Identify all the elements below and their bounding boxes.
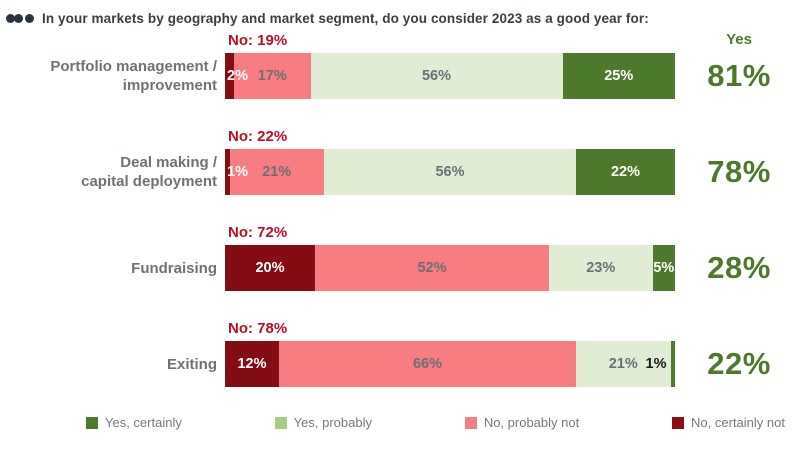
category-label: Deal making / capital deployment [81, 154, 217, 190]
bar-segment: 17% [234, 53, 311, 99]
segment-label: 5% [653, 260, 675, 276]
segment-label: 12% [237, 356, 267, 372]
chart-header: In your markets by geography and market … [0, 0, 795, 28]
no-total-label: No: 72% [228, 224, 288, 241]
stacked-bar: 1% 21% 56% 22% [225, 149, 675, 195]
yes-total-value: 81% [707, 58, 771, 93]
segment-label: 2% [227, 68, 248, 84]
stacked-bar: 12% 66% 21% 1% [225, 341, 675, 387]
category-label: Exiting [166, 355, 217, 373]
segment-label: 1% [645, 356, 667, 372]
segment-label: 56% [421, 68, 452, 84]
segment-label: 21% [608, 356, 638, 372]
no-total-label: No: 19% [228, 32, 288, 49]
yes-total-value: 28% [707, 250, 771, 285]
segment-label: 22% [610, 164, 641, 180]
legend-swatch [464, 416, 477, 429]
segment-label: 52% [417, 260, 447, 276]
segment-label: 20% [255, 260, 285, 276]
yes-total-value: 22% [707, 346, 771, 381]
legend-item: Yes, probably [274, 415, 372, 430]
stacked-bar: 20% 52% 23% 5% [225, 245, 675, 291]
category-label: Portfolio management / improvement [50, 58, 217, 94]
legend-swatch [672, 416, 685, 429]
segment-label: 66% [412, 356, 443, 372]
legend: Yes, certainly Yes, probably No, probably … [86, 415, 785, 430]
chart-row: Exiting No: 78% 12% 66% 21% 1% 22% [0, 319, 795, 387]
segment-label: 21% [262, 164, 292, 180]
bar-segment: 22% [576, 149, 675, 195]
chart-title: In your markets by geography and market … [42, 10, 649, 26]
legend-label: Yes, probably [293, 415, 372, 430]
yes-total-value: 78% [707, 154, 771, 189]
chart-rows: Portfolio management / improvement No: 19%… [0, 31, 795, 387]
bar-segment: 12% [225, 341, 279, 387]
bar-segment: 21% [229, 149, 324, 195]
category-label: Fundraising [131, 259, 217, 277]
bar-segment: 25% [562, 53, 675, 99]
bar-segment: 2% [225, 53, 248, 99]
bar-segment: 20% [225, 245, 315, 291]
stacked-bar: 2% 17% 56% 25% [225, 53, 675, 99]
chart-row: Fundraising No: 72% 20% 52% 23% 5% 28% [0, 223, 795, 291]
bar-segment: 52% [315, 245, 549, 291]
legend-label: Yes, certainly [105, 415, 182, 430]
ellipsis-icon [6, 13, 34, 23]
bar-segment: 1% [225, 149, 248, 195]
legend-item: No, certainly not [672, 415, 785, 430]
bar-segment: 23% [549, 245, 653, 291]
bar-segment: 56% [324, 149, 576, 195]
segment-label: 25% [604, 68, 634, 84]
chart-row: Portfolio management / improvement No: 19%… [0, 31, 795, 99]
legend-label: No, certainly not [691, 415, 785, 430]
yes-column-header: Yes [726, 31, 752, 48]
bar-segment: 21% [576, 341, 671, 387]
segment-label: 23% [586, 260, 616, 276]
bar-segment: 1% [646, 341, 675, 387]
no-total-label: No: 22% [228, 128, 288, 145]
bar-segment: 66% [279, 341, 576, 387]
bar-segment: 5% [652, 245, 675, 291]
legend-item: Yes, certainly [86, 415, 182, 430]
chart-row: Deal making / capital deployment No: 22% 1%… [0, 127, 795, 195]
legend-swatch [274, 416, 287, 429]
segment-label: 17% [257, 68, 287, 84]
no-total-label: No: 78% [228, 320, 288, 337]
segment-label: 56% [435, 164, 465, 180]
bar-segment: 56% [310, 53, 563, 99]
legend-item: No, probably not [464, 415, 580, 430]
legend-label: No, probably not [483, 415, 580, 430]
legend-swatch [86, 416, 98, 429]
segment-label: 1% [227, 164, 248, 180]
